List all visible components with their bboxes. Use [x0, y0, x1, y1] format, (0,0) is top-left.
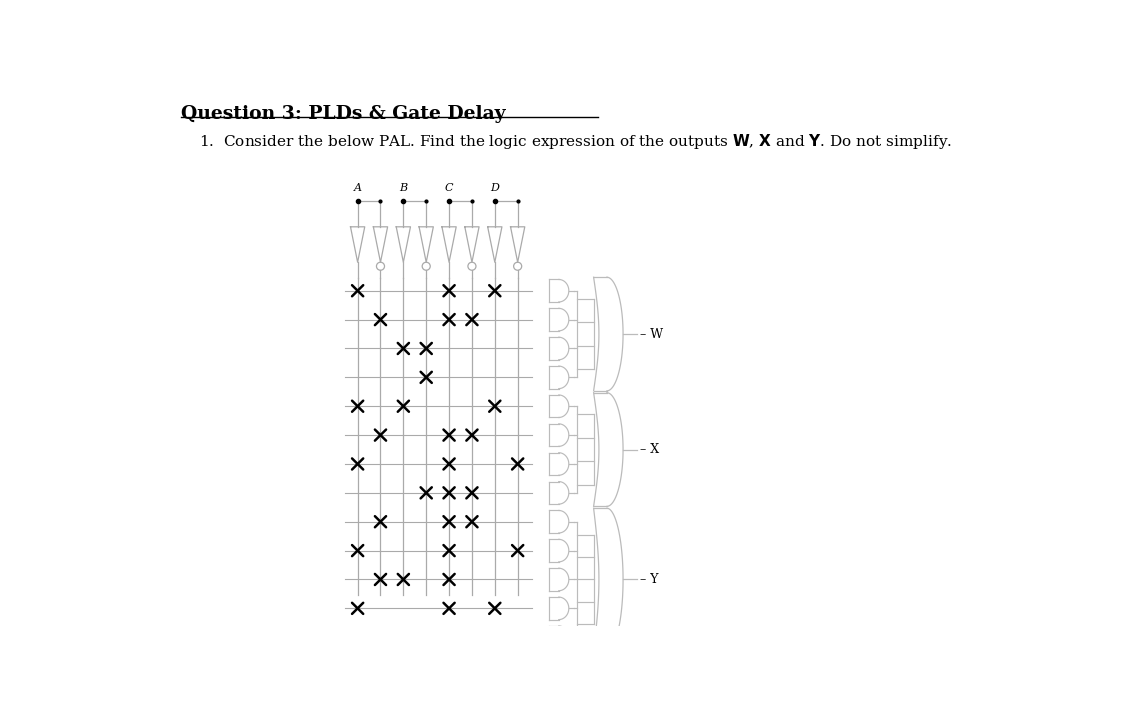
- Text: – W: – W: [640, 328, 664, 340]
- Text: C: C: [444, 183, 453, 193]
- Text: 1.  Consider the below PAL. Find the logic expression of the outputs $\mathbf{W}: 1. Consider the below PAL. Find the logi…: [199, 132, 952, 151]
- Text: A: A: [353, 183, 361, 193]
- Text: Question 3: PLDs & Gate Delay: Question 3: PLDs & Gate Delay: [181, 105, 505, 123]
- Text: B: B: [399, 183, 407, 193]
- Text: – X: – X: [640, 443, 659, 456]
- Text: D: D: [490, 183, 500, 193]
- Text: – Y: – Y: [640, 573, 658, 586]
